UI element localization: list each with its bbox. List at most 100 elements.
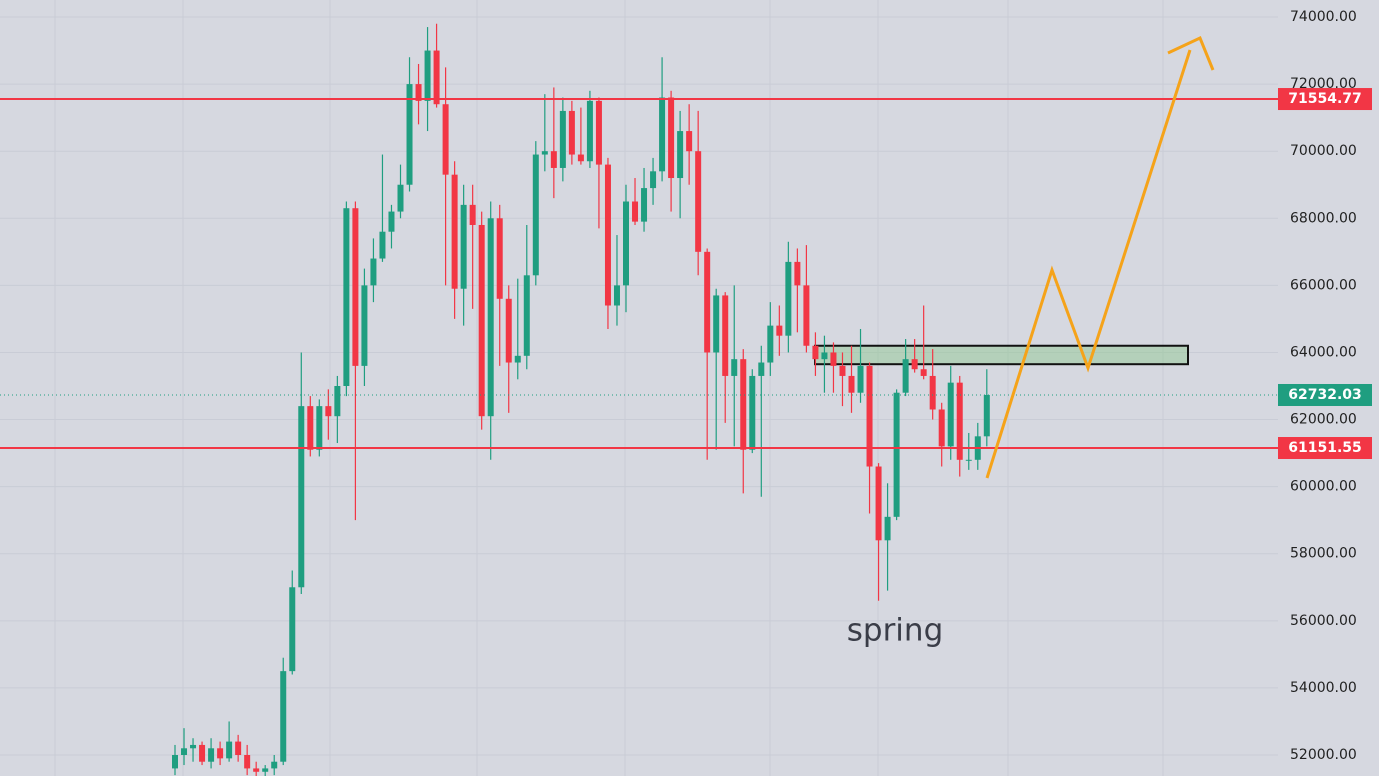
candle-body [686, 131, 693, 152]
candle-body [613, 285, 620, 306]
zone-layer [814, 344, 1189, 366]
arrow-path [985, 49, 1192, 479]
candle-body [722, 295, 729, 376]
candle-body [433, 50, 440, 105]
candle-body [352, 208, 359, 366]
price-axis: 52000.00 54000.00 56000.00 58000.00 60000.00… [1278, 9, 1372, 763]
level-label-box [1278, 88, 1372, 111]
candle-body [388, 211, 395, 232]
y-tick-label: 58000.00 [1290, 546, 1357, 562]
y-tick-label: 62000.00 [1290, 412, 1357, 428]
candle-body [523, 275, 530, 356]
candle-body [839, 365, 846, 376]
y-tick-label: 56000.00 [1290, 613, 1357, 629]
candle-body [226, 741, 233, 759]
candle-body [911, 359, 918, 370]
candle-body [397, 184, 404, 212]
candle-body [343, 208, 350, 387]
candle-body [316, 406, 323, 450]
candle-body [821, 352, 828, 360]
y-tick-label: 74000.00 [1290, 9, 1357, 25]
candle-body [659, 97, 666, 172]
candle-body [406, 84, 413, 185]
candle-body [650, 171, 657, 189]
candle-body [704, 251, 711, 353]
candle-body [785, 261, 792, 336]
candle-body [568, 110, 575, 155]
levels [0, 98, 1278, 450]
candle-body [199, 744, 206, 762]
candle-body [541, 151, 548, 155]
level-label: 71554.77 [1288, 91, 1362, 107]
candle-body [442, 104, 449, 175]
candle-body [812, 345, 819, 360]
y-tick-label: 64000.00 [1290, 344, 1357, 360]
candle-body [794, 261, 801, 286]
candle-body [172, 755, 178, 769]
candle-body [514, 355, 521, 363]
candle-body [749, 375, 756, 450]
candle-body [334, 386, 341, 417]
candle-body [758, 362, 765, 376]
y-tick-label: 68000.00 [1290, 210, 1357, 226]
candle-body [298, 406, 305, 588]
y-tick-label: 70000.00 [1290, 143, 1357, 159]
candle-body [577, 154, 584, 162]
y-tick-label: 54000.00 [1290, 680, 1357, 696]
candle-body [866, 365, 873, 467]
candle-body [289, 587, 296, 672]
candle-body [713, 295, 720, 353]
candle-body [370, 258, 377, 286]
candle-body [767, 325, 774, 363]
candle-body [415, 84, 422, 101]
candles [172, 23, 990, 776]
candle-body [983, 394, 990, 437]
candle-body [190, 744, 197, 749]
vertical-grid [54, 0, 1164, 776]
zone [814, 344, 1189, 366]
candle-body [695, 151, 702, 252]
candle-body [623, 201, 629, 286]
candle-body [262, 768, 269, 772]
candle-body [181, 748, 188, 756]
candle-body [902, 359, 909, 393]
candle-body [920, 369, 927, 376]
candle-body [884, 516, 891, 541]
candle-body [280, 671, 287, 762]
candle-body [532, 154, 539, 276]
y-tick-label: 66000.00 [1290, 277, 1357, 293]
candle-body [677, 131, 684, 179]
candle-body [641, 188, 648, 222]
candle-body [857, 365, 864, 393]
candle-body [947, 382, 954, 447]
horizontal-grid [0, 16, 1278, 756]
candle-body [938, 409, 945, 447]
candle-body [776, 325, 783, 336]
candle-body [244, 755, 251, 769]
candle-body [379, 231, 386, 259]
level-label-box [1278, 437, 1372, 460]
candle-body [830, 352, 837, 366]
candle-body [460, 204, 467, 289]
candle-body [361, 285, 368, 366]
last-price-box [1278, 383, 1372, 406]
candle-body [848, 375, 855, 393]
candle-body [505, 298, 512, 363]
candle-body [208, 748, 215, 762]
candle-body [496, 218, 503, 299]
arrow-head [1167, 35, 1215, 71]
candle-body [740, 359, 747, 450]
candle-body [217, 748, 224, 759]
candle-body [253, 768, 260, 772]
candle-body [731, 359, 738, 376]
candle-body [487, 218, 494, 417]
candle-body [424, 50, 431, 101]
level-label: 61151.55 [1288, 440, 1362, 456]
candle-body [451, 174, 458, 289]
candle-body [604, 164, 611, 306]
candle-body [632, 201, 639, 222]
candle-body [965, 459, 972, 461]
candle-body [235, 741, 242, 756]
candle-body [586, 100, 593, 162]
